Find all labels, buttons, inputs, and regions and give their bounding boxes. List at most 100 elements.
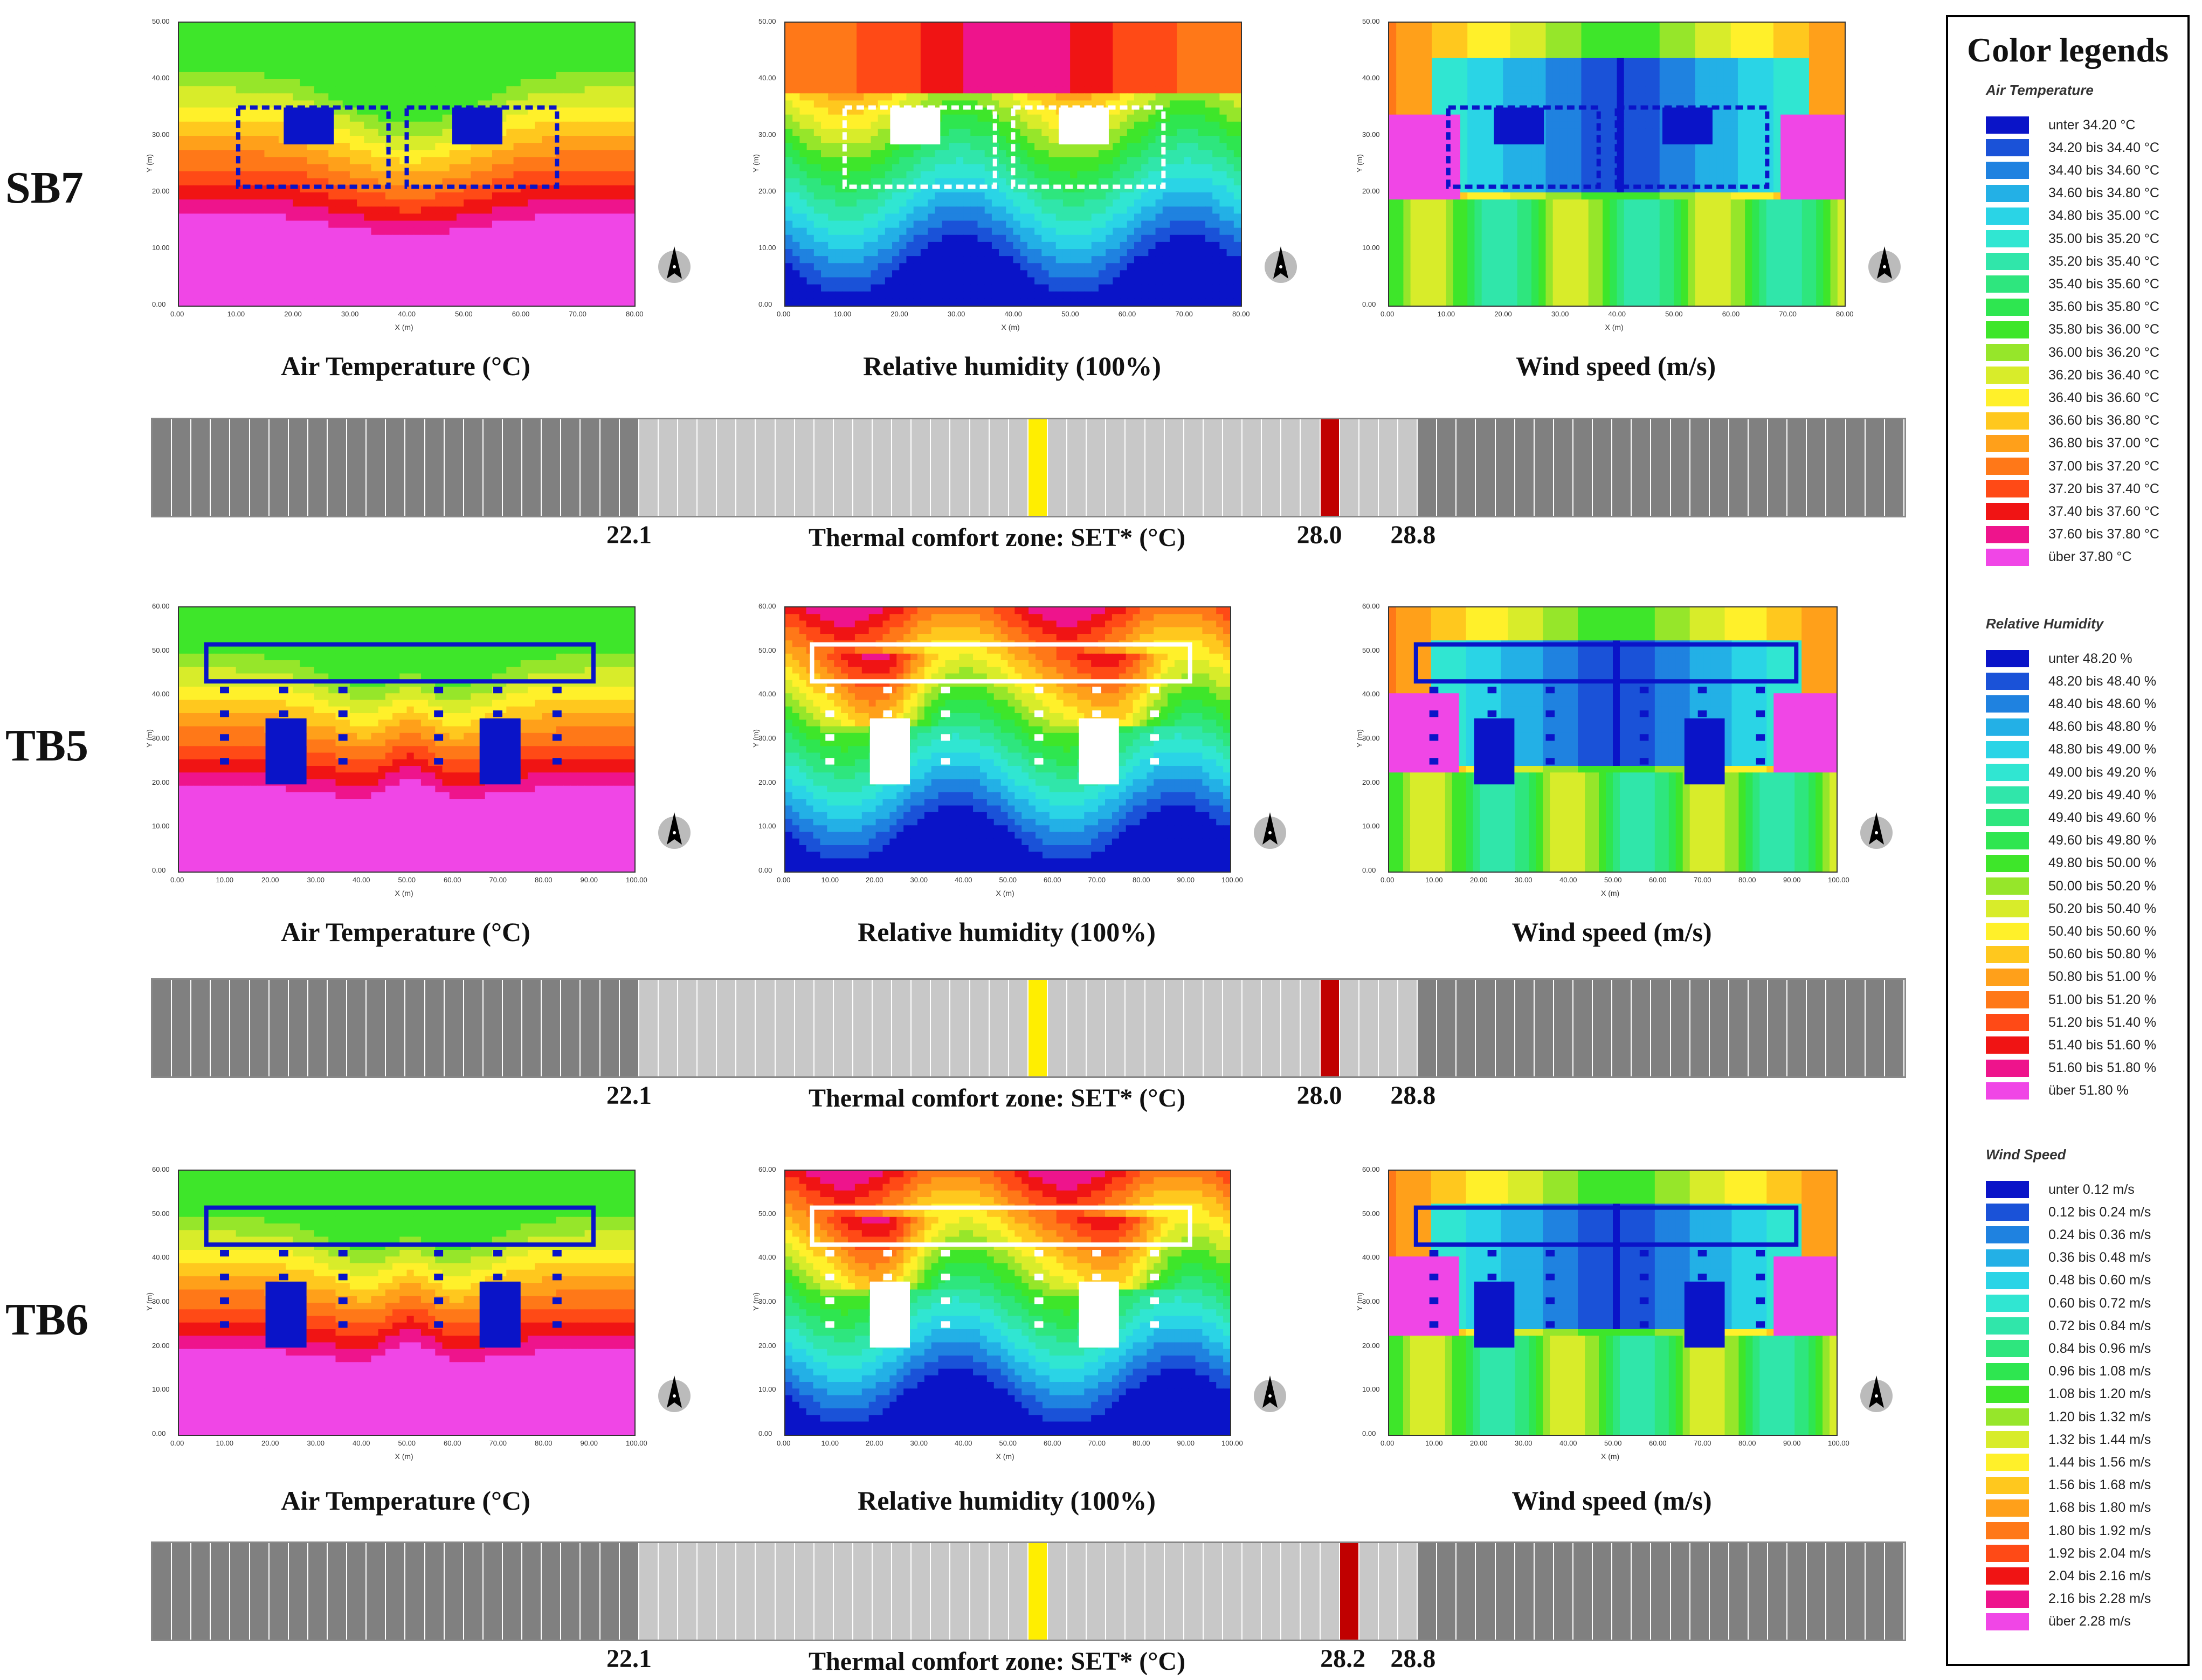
legend-label: 1.56 bis 1.68 m/s	[2048, 1477, 2151, 1493]
scale-segment	[1378, 419, 1398, 516]
scale-segment	[250, 980, 270, 1076]
legend-item: 48.40 bis 48.60 %	[1986, 694, 2156, 714]
row-label-tb5: TB5	[5, 720, 88, 772]
scale-segment	[308, 419, 328, 516]
scale-segment	[931, 419, 951, 516]
y-tick-label: 50.00	[1362, 1209, 1380, 1218]
x-tick-label: 10.00	[1425, 876, 1443, 884]
y-tick-label: 50.00	[152, 17, 170, 25]
scale-segment	[1048, 419, 1068, 516]
legend-item: 36.40 bis 36.60 °C	[1986, 388, 2159, 407]
heatmap-frame	[1388, 1170, 1838, 1436]
legend-label: 48.20 bis 48.40 %	[2048, 674, 2156, 689]
y-tick-label: 20.00	[758, 778, 776, 786]
legend-item: 48.60 bis 48.80 %	[1986, 717, 2156, 737]
x-tick-label: 70.00	[1694, 1439, 1711, 1447]
x-tick-label: 100.00	[1828, 1439, 1849, 1447]
x-tick-label: 20.00	[284, 310, 302, 318]
y-tick-label: 0.00	[1362, 300, 1376, 308]
legend-label: 34.80 bis 35.00 °C	[2048, 208, 2159, 224]
scale-segment	[1223, 419, 1243, 516]
plot-title: Air Temperature (°C)	[124, 350, 687, 382]
legend-label: 35.20 bis 35.40 °C	[2048, 254, 2159, 269]
scale-segment	[1709, 980, 1729, 1076]
scale-segment	[327, 980, 348, 1076]
y-tick-label: 60.00	[1362, 602, 1380, 610]
scale-segment	[172, 1543, 192, 1640]
scale-segment	[327, 1543, 348, 1640]
x-tick-label: 30.00	[910, 876, 928, 884]
temp-plot: 0.00 10.00 20.00 30.00 40.00 50.00 60.00 0.00 10…	[145, 1165, 709, 1523]
scale-segment	[795, 1543, 814, 1640]
y-axis-label: Y (m)	[1355, 1292, 1364, 1311]
legend-item: 1.08 bis 1.20 m/s	[1986, 1385, 2151, 1404]
legend-label: 34.40 bis 34.60 °C	[2048, 163, 2159, 178]
y-tick-label: 40.00	[758, 74, 776, 82]
y-tick-label: 60.00	[152, 1165, 170, 1173]
y-tick-label: 50.00	[758, 17, 776, 25]
wind-plot: 0.00 10.00 20.00 30.00 40.00 50.00 60.00 0.00 10…	[1355, 602, 1911, 954]
y-tick-label: 30.00	[152, 1297, 170, 1305]
scale-segment	[1067, 980, 1087, 1076]
y-axis-label: Y (m)	[145, 729, 154, 748]
scale-segment	[1437, 980, 1457, 1076]
temp-plot: 0.00 10.00 20.00 30.00 40.00 50.00 0.00 10.00 20…	[145, 17, 709, 388]
scale-segment	[1262, 980, 1282, 1076]
x-tick-label: 50.00	[398, 1439, 416, 1447]
legend-swatch	[1986, 1295, 2029, 1312]
scale-segment	[483, 980, 503, 1076]
scale-segment	[211, 1543, 231, 1640]
legend-item: 1.68 bis 1.80 m/s	[1986, 1498, 2151, 1518]
legend-item: 34.80 bis 35.00 °C	[1986, 206, 2159, 226]
legend-swatch	[1986, 764, 2029, 781]
legend-item: 0.84 bis 0.96 m/s	[1986, 1339, 2151, 1358]
x-tick-label: 20.00	[1494, 310, 1512, 318]
legend-item: 37.20 bis 37.40 °C	[1986, 479, 2159, 499]
scale-segment	[1593, 980, 1613, 1076]
scale-segment	[1709, 1543, 1729, 1640]
scale-segment	[542, 980, 562, 1076]
north-arrow-icon	[1857, 811, 1896, 850]
x-tick-label: 60.00	[1119, 310, 1136, 318]
scale-segment	[425, 419, 445, 516]
y-tick-label: 30.00	[152, 130, 170, 139]
legend-swatch	[1986, 1567, 2029, 1585]
scale-segment	[153, 980, 172, 1076]
x-tick-label: 40.00	[1559, 1439, 1577, 1447]
legend-swatch	[1986, 207, 2029, 225]
legend-label: 0.12 bis 0.24 m/s	[2048, 1205, 2151, 1220]
scale-segment	[756, 980, 776, 1076]
scale-segment	[736, 419, 756, 516]
scale-segment	[1768, 1543, 1788, 1640]
scale-segment	[1126, 980, 1145, 1076]
y-tick-label: 50.00	[1362, 646, 1380, 654]
scale-segment	[288, 1543, 308, 1640]
scale-segment	[1651, 980, 1671, 1076]
legend-label: 0.36 bis 0.48 m/s	[2048, 1250, 2151, 1266]
legend-item: 51.40 bis 51.60 %	[1986, 1035, 2156, 1055]
scale-segment	[561, 419, 581, 516]
scale-segment	[600, 419, 620, 516]
y-tick-label: 30.00	[1362, 130, 1380, 139]
scale-segment	[1048, 1543, 1068, 1640]
scale-segment	[367, 980, 386, 1076]
legend-label: 0.84 bis 0.96 m/s	[2048, 1341, 2151, 1357]
x-tick-label: 90.00	[1783, 1439, 1801, 1447]
scale-segment	[1398, 980, 1418, 1076]
legend-item: 49.00 bis 49.20 %	[1986, 763, 2156, 782]
building-outline	[236, 105, 560, 189]
scale-segment	[600, 1543, 620, 1640]
x-axis-label: X (m)	[996, 889, 1014, 897]
building-outline	[1413, 1205, 1799, 1348]
legend-swatch	[1986, 1181, 2029, 1198]
scale-segment	[678, 1543, 698, 1640]
thermal-comfort-scale	[151, 418, 1906, 517]
y-axis-label: Y (m)	[145, 154, 154, 172]
scale-segment	[211, 419, 231, 516]
scale-high-label: 28.8	[1390, 1081, 1435, 1110]
wind-plot: 0.00 10.00 20.00 30.00 40.00 50.00 60.00 0.00 10…	[1355, 1165, 1911, 1523]
scale-segment	[153, 1543, 172, 1640]
scale-segment	[931, 980, 951, 1076]
legend-swatch	[1986, 991, 2029, 1008]
scale-segment	[756, 1543, 776, 1640]
